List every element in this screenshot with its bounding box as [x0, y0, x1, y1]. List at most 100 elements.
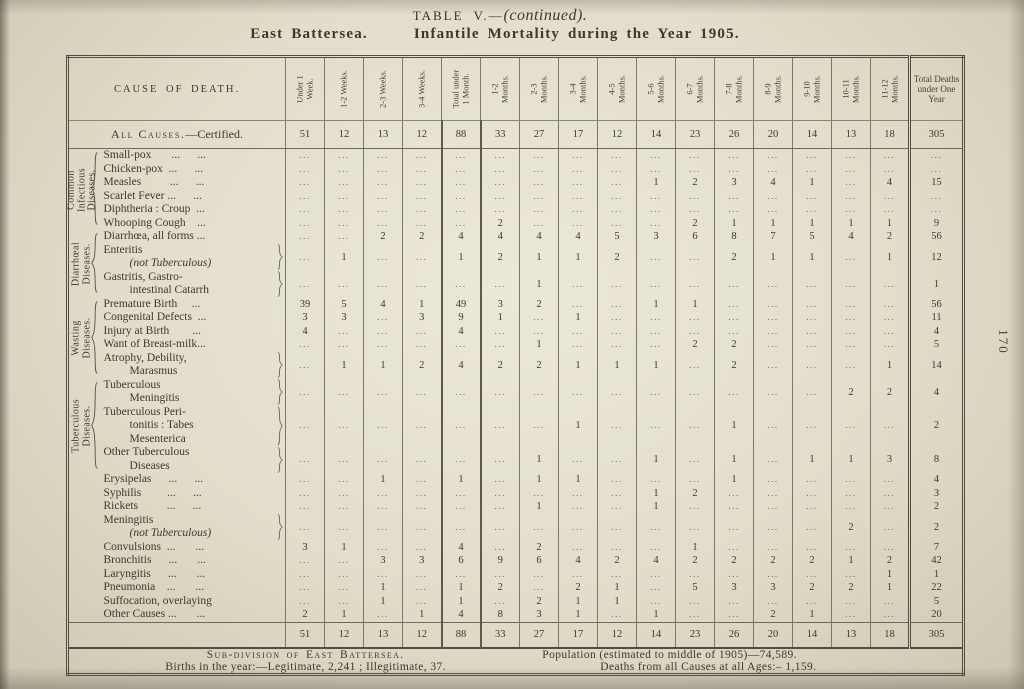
value-cell: ...: [636, 567, 676, 581]
value-cell: 1: [870, 567, 910, 581]
value-cell: ...: [363, 216, 403, 230]
value-cell: 2: [479, 351, 520, 379]
table-row: Erysipelas ... ......... 1... 1... 1 1......…: [68, 473, 964, 487]
ellipsis-value: ...: [611, 521, 623, 532]
value-cell: ...: [558, 189, 598, 203]
value-cell: ...: [558, 297, 598, 311]
value-cell: ...: [363, 540, 403, 554]
ellipsis-value: ...: [650, 386, 662, 397]
value-cell: 1: [831, 216, 871, 230]
value-cell: 2: [363, 230, 403, 244]
ellipsis-value: ...: [611, 298, 623, 309]
value-cell: ...: [402, 203, 442, 217]
table-row: Suffocation, overlaying...... 1... 1... 2 1 1…: [68, 594, 964, 609]
ellipsis-value: ...: [377, 204, 389, 215]
value-cell: ...: [753, 148, 793, 163]
table-row: Laryngitis ... .........................…: [68, 567, 964, 581]
value-cell: ...: [714, 162, 754, 176]
table-row: Tuberculous Diseases. Tuberculous Meningit…: [68, 378, 964, 469]
value-cell: 4: [285, 324, 325, 338]
ellipsis-value: ...: [845, 474, 857, 485]
ellipsis-value: ...: [845, 541, 857, 552]
value-cell: 2: [675, 338, 715, 352]
ellipsis-value: ...: [611, 474, 623, 485]
value-cell: ...: [675, 203, 715, 217]
ellipsis-value: ...: [650, 595, 662, 606]
value-cell: ...: [675, 324, 715, 338]
ellipsis-value: ...: [689, 595, 701, 606]
value-cell: ...: [440, 486, 481, 500]
ellipsis-value: ...: [299, 420, 311, 431]
ellipsis-value: ...: [689, 454, 701, 464]
ellipsis-value: ...: [806, 521, 818, 532]
ellipsis-value: ...: [494, 386, 507, 397]
ellipsis-value: ...: [728, 312, 740, 323]
value-cell: ...: [558, 500, 598, 514]
value-cell: ...: [636, 513, 676, 541]
value-cell: ...: [831, 351, 871, 379]
ellipsis-value: ...: [415, 325, 428, 336]
value-cell: ...: [597, 540, 637, 554]
value-cell: ...: [636, 338, 676, 352]
ellipsis-value: ...: [650, 541, 662, 552]
ellipsis-value: ...: [806, 420, 818, 431]
ellipsis-value: ...: [767, 312, 779, 323]
ellipsis-value: ...: [883, 609, 896, 620]
value-cell: ...: [831, 189, 871, 203]
value-cell: ...: [636, 311, 676, 325]
ellipsis-value: ...: [689, 474, 701, 485]
value-cell: 20: [753, 621, 793, 648]
ellipsis-value: ...: [533, 312, 545, 323]
value-cell: 1: [402, 297, 442, 311]
ellipsis-value: ...: [338, 190, 350, 201]
ellipsis-value: ...: [415, 177, 428, 188]
value-cell: ...: [324, 473, 364, 487]
ellipsis-value: ...: [494, 150, 507, 161]
ellipsis-value: ...: [338, 487, 350, 498]
cause-label: Pneumonia ... ...: [98, 581, 286, 595]
ellipsis-value: ...: [728, 487, 740, 498]
value-cell: 26: [714, 621, 754, 648]
ellipsis-value: ...: [806, 278, 818, 289]
value-cell: ...: [285, 500, 325, 514]
cause-label: Scarlet Fever ... ...: [98, 190, 286, 204]
ellipsis-value: ...: [611, 339, 623, 350]
ellipsis-value: ...: [415, 454, 428, 464]
cause-label: Suffocation, overlaying: [98, 595, 286, 609]
ellipsis-value: ...: [572, 501, 584, 512]
value-cell: ...: [402, 189, 442, 203]
column-header: 2-3 Months.: [519, 56, 559, 121]
value-cell: ...: [402, 148, 442, 163]
ellipsis-value: ...: [689, 312, 701, 323]
value-cell: 17: [558, 621, 598, 648]
value-cell: ...: [753, 446, 793, 473]
value-cell: 2: [908, 405, 964, 446]
cause-label-line: Gastritis, Gastro-: [103, 270, 183, 283]
ellipsis-value: ...: [883, 150, 896, 161]
disease-group-label: Tuberculous Diseases.: [70, 398, 92, 453]
table-row: Want of Breast-milk.....................…: [68, 338, 964, 352]
ellipsis-value: ...: [494, 541, 507, 552]
column-header-label: 3-4 Weeks.: [416, 70, 427, 108]
column-header-label: 7-8 Months.: [723, 74, 744, 104]
ellipsis-value: ...: [650, 474, 662, 485]
ellipsis-value: ...: [338, 150, 350, 161]
value-cell: ...: [753, 378, 793, 406]
value-cell: ...: [324, 230, 364, 244]
ellipsis-value: ...: [338, 386, 350, 397]
ellipsis-value: ...: [455, 278, 467, 289]
value-cell: ...: [285, 581, 325, 595]
value-cell: ...: [402, 270, 442, 298]
value-cell: ...: [870, 513, 910, 541]
value-cell: ...: [675, 500, 715, 514]
value-cell: ...: [479, 567, 520, 581]
value-cell: 1: [440, 473, 481, 487]
ellipsis-value: ...: [533, 420, 545, 431]
ellipsis-value: ...: [689, 278, 701, 289]
value-cell: ...: [675, 594, 715, 608]
ellipsis-value: ...: [883, 501, 896, 512]
cause-label: Premature Birth ...: [98, 298, 286, 312]
cause-label-line: Chicken-pox ... ...: [103, 162, 204, 175]
value-cell: ...: [402, 338, 442, 352]
header-row: Cause of Death. Under 1 Week. 1-2 Weeks. 2-…: [67, 56, 964, 121]
